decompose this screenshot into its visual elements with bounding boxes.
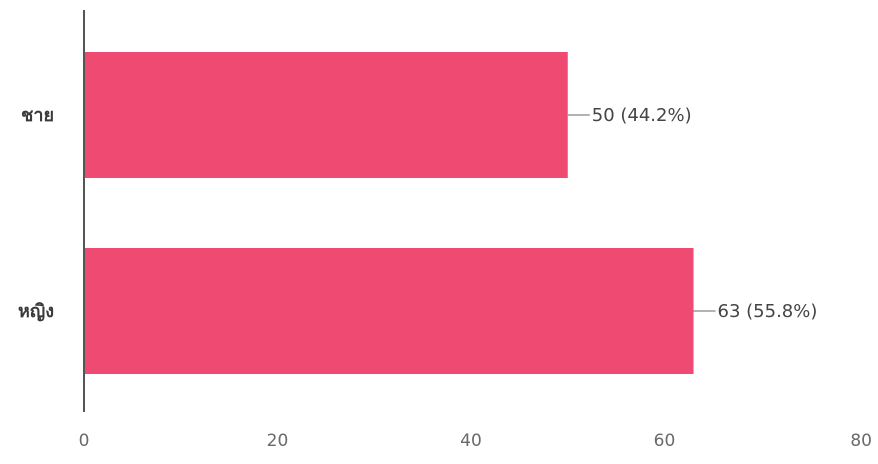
- x-tick-labels: 0 20 40 60 80: [79, 431, 872, 451]
- x-tick-label-3: 60: [654, 431, 676, 451]
- bar-1: [84, 248, 694, 374]
- category-label-0: ชาย: [21, 105, 54, 126]
- connectors-layer: [567, 114, 716, 312]
- data-labels: 50 (44.2%) 63 (55.8%): [592, 105, 818, 322]
- category-label-1: หญิง: [18, 301, 54, 322]
- data-label-1: 63 (55.8%): [718, 301, 818, 322]
- data-label-0: 50 (44.2%): [592, 105, 692, 126]
- x-tick-label-0: 0: [79, 431, 90, 451]
- x-tick-label-1: 20: [267, 431, 289, 451]
- bars-layer: [84, 52, 694, 374]
- bar-0: [84, 52, 568, 178]
- x-tick-label-2: 40: [460, 431, 482, 451]
- x-tick-label-4: 80: [850, 431, 872, 451]
